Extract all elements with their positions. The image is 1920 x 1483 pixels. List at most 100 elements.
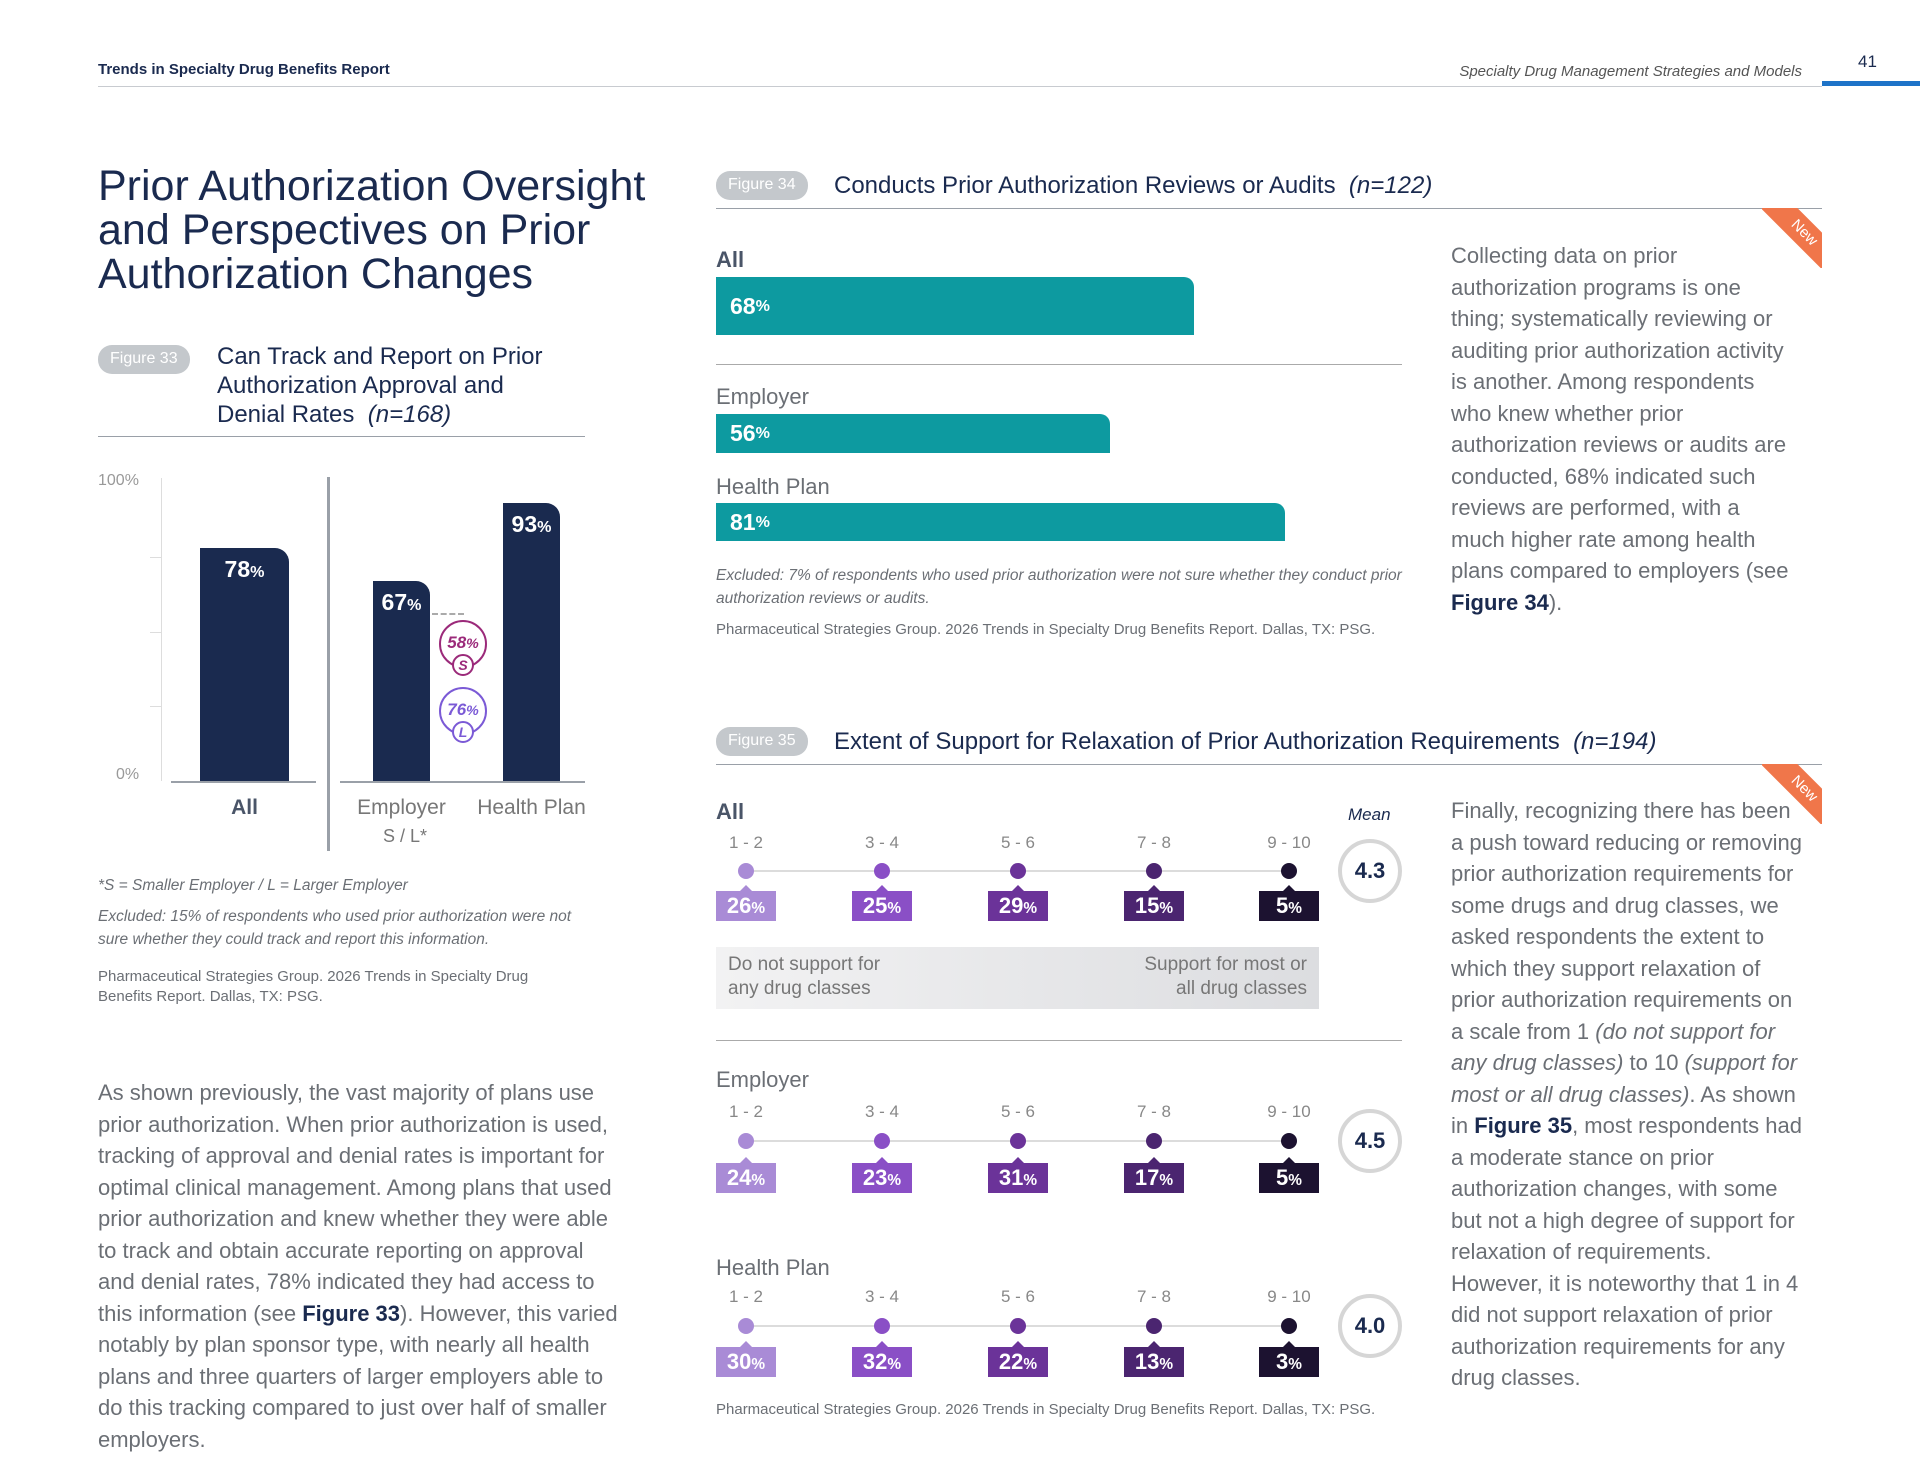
figure-34-source: Pharmaceutical Strategies Group. 2026 Tr… [716,621,1376,638]
figure-33-footnote: *S = Smaller Employer / L = Larger Emplo… [98,877,408,894]
scale-dot [874,863,890,879]
range-label: 9 - 10 [1267,1102,1311,1121]
figure-34-divider [716,364,1402,365]
scale-dot [1010,863,1026,879]
percent-box: 17% [1124,1157,1184,1193]
scale-dot [738,863,754,879]
figure-34-title: Conducts Prior Authorization Reviews or … [834,171,1432,200]
range-label: 5 - 6 [1000,1102,1036,1121]
figure-33-badge: Figure 33 [98,345,190,374]
scale-dot [1010,1318,1026,1334]
body-paragraph-3: Finally, recognizing there has been a pu… [1451,798,1802,1390]
group-label: All [716,799,745,824]
category-label: Health Plan [477,796,586,819]
range-label: 9 - 10 [1267,1287,1311,1306]
category-label: All [231,796,258,819]
percent-box: 22% [988,1341,1048,1377]
bar-all: 68% [716,277,1195,335]
percent-box: 13% [1124,1341,1184,1377]
range-label: 7 - 8 [1136,1102,1172,1121]
figure-33-n: (n=168) [367,401,452,428]
category-label: Employer [357,796,446,819]
body-paragraph-2: Collecting data on prior authorization p… [1451,243,1789,615]
body-paragraph-1: As shown previously, the vast majority o… [98,1080,618,1452]
mean-value: 4.5 [1338,1109,1402,1173]
percent-box: 25% [852,885,912,921]
scale-legend: Do not support for any drug classes Supp… [716,947,1319,1009]
figure-35-source: Pharmaceutical Strategies Group. 2026 Tr… [716,1401,1376,1418]
figure-33-title: Can Track and Report on Prior Authorizat… [217,342,577,429]
y-tick-label: 100% [98,472,139,489]
y-tick [150,631,161,633]
breakdown-label-S: S [452,654,474,676]
category-label: All [716,247,745,272]
figure-33-excluded: Excluded: 15% of respondents who used pr… [98,908,572,948]
group-divider [327,477,330,851]
figure-35-title: Extent of Support for Relaxation of Prio… [834,727,1656,756]
y-tick [150,556,161,558]
section-title: Specialty Drug Management Strategies and… [1459,63,1802,80]
percent-box: 32% [852,1341,912,1377]
scale-high-label: Support for most or all drug classes [1144,954,1307,999]
figure-35-divider [716,1040,1402,1041]
employer-size-legend: S / L* [382,826,428,846]
percent-box: 26% [716,885,776,921]
page-title: Prior Authorization Oversight and Perspe… [98,162,646,298]
scale-dot [1146,1133,1162,1149]
baseline [340,781,585,783]
percent-box: 29% [988,885,1048,921]
figure-34-rule [716,208,1822,209]
percent-box: 3% [1259,1341,1319,1377]
percent-box: 23% [852,1157,912,1193]
figure-33-rule [98,436,585,437]
range-label: 5 - 6 [1000,1287,1036,1306]
figure-35-badge: Figure 35 [716,727,808,756]
range-label: 5 - 6 [1000,833,1036,852]
breakdown-bubble-L: 76% [439,687,487,735]
scale-dot [1281,1318,1297,1334]
mean-value: 4.3 [1338,839,1402,903]
figure-34-title-text: Conducts Prior Authorization Reviews or … [834,172,1336,199]
range-label: 3 - 4 [864,833,900,852]
bar-employer: 67% [373,580,430,781]
figure-35-title-text: Extent of Support for Relaxation of Prio… [834,728,1560,755]
percent-box: 30% [716,1341,776,1377]
header-divider [98,86,1822,87]
percent-box: 5% [1259,885,1319,921]
percent-box: 5% [1259,1157,1319,1193]
bar-health-plan: 93% [503,502,560,781]
figure-34-excluded: Excluded: 7% of respondents who used pri… [716,567,1402,607]
category-label: Employer [716,384,809,409]
mean-value: 4.0 [1338,1294,1402,1358]
scale-dot [1146,863,1162,879]
percent-box: 15% [1124,885,1184,921]
scale-dot [738,1133,754,1149]
group-label: Health Plan [716,1255,830,1280]
range-label: 7 - 8 [1136,833,1172,852]
bar-employer: 56% [716,414,1110,453]
group-label: Employer [716,1067,809,1092]
scale-dot [1281,863,1297,879]
breakdown-arrow [432,613,464,615]
page-number-underline [1822,81,1920,86]
y-axis [161,478,162,781]
scale-dot [874,1318,890,1334]
range-label: 7 - 8 [1136,1287,1172,1306]
scale-dot [738,1318,754,1334]
range-label: 3 - 4 [864,1287,900,1306]
report-title: Trends in Specialty Drug Benefits Report [98,61,390,78]
scale-low-label: Do not support for any drug classes [728,954,881,999]
breakdown-label-L: L [452,721,474,743]
range-label: 1 - 2 [728,1102,764,1121]
y-tick [150,706,161,708]
range-label: 1 - 2 [728,1287,764,1306]
scale-dot [874,1133,890,1149]
baseline [171,781,316,783]
range-label: 1 - 2 [728,833,764,852]
percent-box: 24% [716,1157,776,1193]
bar-health-plan: 81% [716,503,1286,541]
bar-all: 78% [200,547,289,781]
figure-35-rule [716,764,1822,765]
figure-33-source: Pharmaceutical Strategies Group. 2026 Tr… [98,968,529,1005]
scale-dot [1146,1318,1162,1334]
